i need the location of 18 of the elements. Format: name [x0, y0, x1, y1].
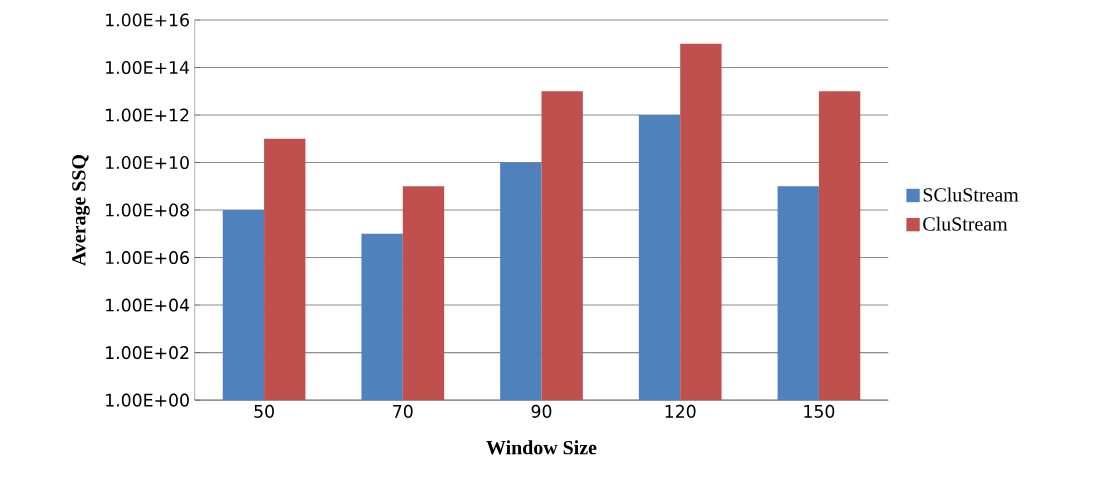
legend-label: SCluStream	[923, 187, 1019, 202]
y-tick-label: 1.00E+10	[106, 155, 189, 169]
x-tick-label: 90	[531, 404, 552, 418]
y-axis-title: Average SSQ	[72, 154, 90, 266]
y-tick-label: 1.00E+16	[106, 13, 189, 27]
x-tick-label: 150	[804, 404, 835, 418]
x-axis-title: Window Size	[486, 440, 597, 455]
y-tick-label: 1.00E+02	[106, 345, 189, 359]
y-tick-label: 1.00E+14	[106, 60, 190, 74]
y-tick-label: 1.00E+12	[106, 108, 189, 122]
x-tick-label: 70	[393, 404, 413, 418]
y-tick-label: 1.00E+04	[106, 298, 190, 312]
y-tick-label: 1.00E+08	[106, 203, 189, 217]
y-tick-label: 1.00E+06	[106, 250, 189, 264]
x-tick-label: 120	[665, 404, 696, 418]
y-tick-label: 1.00E+00	[106, 393, 189, 407]
x-tick-label: 50	[254, 404, 274, 418]
legend-label: CluStream	[923, 216, 1008, 231]
